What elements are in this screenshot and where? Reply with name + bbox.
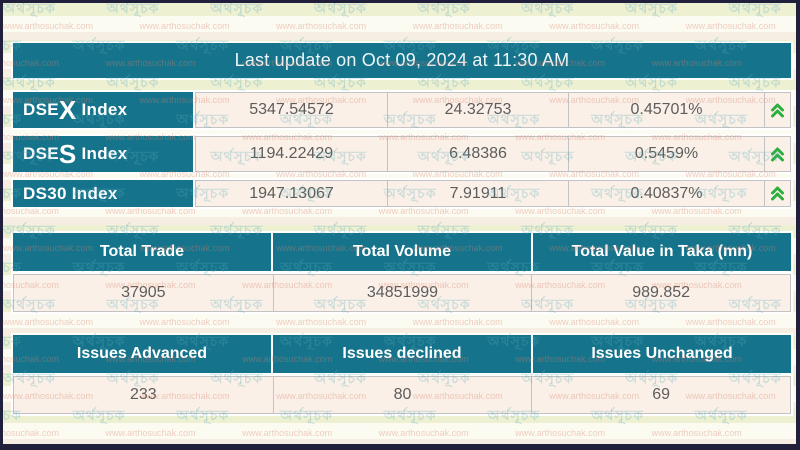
watermark-url-text: www.arthosuchak.com www.arthosuchak.com … — [3, 317, 776, 327]
index-value: 5347.54572 — [249, 101, 334, 118]
issues-advanced-value: 233 — [129, 386, 157, 403]
last-update-title: Last update on Oct 09, 2024 at 11:30 AM — [13, 43, 791, 78]
double-up-chevron-icon — [764, 181, 790, 206]
index-name-suffix: Index — [81, 100, 128, 119]
index-row-dses: DSE S Index 1194.22429 6.48386 0.5459% — [11, 134, 793, 174]
index-value: 1947.13067 — [249, 184, 334, 202]
double-up-chevron-icon — [764, 93, 790, 127]
watermark-text: অর্থসূচক অর্থসূচক অর্থসূচক অর্থসূচক অর্থ… — [3, 0, 782, 16]
index-change-percent: 0.5459% — [568, 137, 764, 171]
index-change: 6.48386 — [387, 137, 568, 171]
total-trade-value: 37905 — [121, 284, 166, 301]
index-values-dsex: 5347.54572 24.32753 0.45701% — [195, 92, 791, 128]
index-name-suffix: Index — [71, 183, 118, 203]
index-name-dsex: DSE X Index — [13, 92, 193, 128]
index-name-ds30: DS30 Index — [13, 180, 193, 207]
index-name-dses: DSE S Index — [13, 136, 193, 172]
index-change-percent: 0.45701% — [568, 93, 764, 127]
issues-declined-header: Issues declined — [273, 335, 531, 373]
total-trade-header: Total Trade — [13, 233, 271, 271]
totals-value-row: 37905 34851999 989.852 — [13, 274, 791, 312]
index-name-prefix: DSE — [23, 100, 59, 119]
index-name-big-letter: X — [58, 95, 77, 125]
index-row-dsex: DSE X Index 5347.54572 24.32753 0.45701% — [11, 90, 793, 130]
last-update-bar: Last update on Oct 09, 2024 at 11:30 AM — [11, 41, 793, 80]
total-value-header: Total Value in Taka (mn) — [533, 233, 791, 271]
index-name-prefix: DS30 — [23, 183, 67, 203]
watermark-url-text: www.arthosuchak.com www.arthosuchak.com … — [3, 21, 776, 31]
watermark-text: অর্থসূচক অর্থসূচক অর্থসূচক অর্থসূচক অর্থ… — [3, 441, 796, 444]
double-up-chevron-icon — [764, 137, 790, 171]
issues-advanced-header: Issues Advanced — [13, 335, 271, 373]
index-row-ds30: DS30 Index 1947.13067 7.91911 0.40837% — [11, 178, 793, 209]
issues-value-row: 233 80 69 — [13, 376, 791, 414]
index-change: 24.32753 — [387, 93, 568, 127]
total-volume-value: 34851999 — [272, 275, 532, 311]
index-values-ds30: 1947.13067 7.91911 0.40837% — [195, 180, 791, 207]
watermark-url-text: www.arthosuchak.com www.arthosuchak.com … — [3, 428, 742, 438]
total-value-value: 989.852 — [531, 275, 790, 311]
total-volume-header: Total Volume — [273, 233, 531, 271]
index-name-big-letter: S — [58, 139, 77, 169]
totals-header-row: Total Trade Total Volume Total Value in … — [13, 233, 791, 271]
index-value: 1194.22429 — [249, 145, 334, 162]
index-name-prefix: DSE — [23, 144, 59, 163]
index-change: 7.91911 — [387, 181, 568, 206]
totals-table: Total Trade Total Volume Total Value in … — [11, 231, 793, 314]
issues-header-row: Issues Advanced Issues declined Issues U… — [13, 335, 791, 373]
issues-declined-value: 80 — [272, 377, 532, 413]
issues-unchanged-value: 69 — [531, 377, 790, 413]
index-values-dses: 1194.22429 6.48386 0.5459% — [195, 136, 791, 172]
index-name-suffix: Index — [81, 144, 128, 163]
index-change-percent: 0.40837% — [568, 181, 764, 206]
issues-table: Issues Advanced Issues declined Issues U… — [11, 333, 793, 416]
issues-unchanged-header: Issues Unchanged — [533, 335, 791, 373]
